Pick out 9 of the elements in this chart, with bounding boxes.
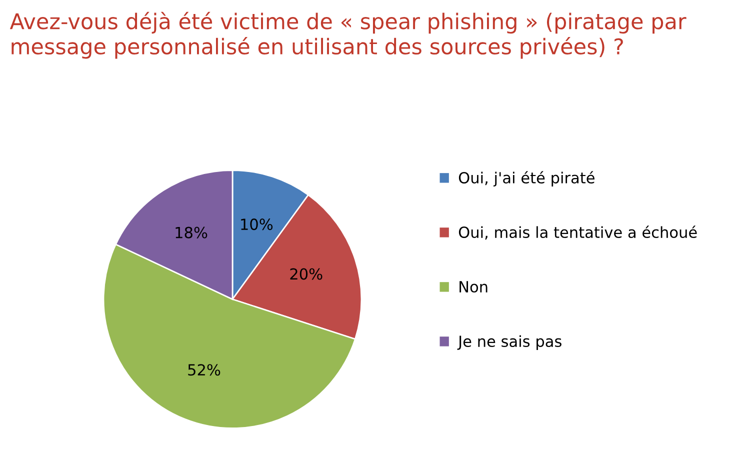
legend-label: Je ne sais pas [457, 335, 562, 350]
legend-label: Oui, mais la tentative a échoué [458, 226, 697, 240]
legend-label: Oui, j'ai été piraté [458, 171, 594, 186]
data-label: 18% [176, 226, 208, 238]
data-label: 20% [290, 268, 322, 280]
data-label: 52% [188, 364, 220, 376]
legend-label: Non [460, 281, 488, 293]
data-label: 10% [241, 218, 273, 230]
chart-title: Avez-vous déjà été victime de « spear phishing » (piratage par message personnalisé en utilisant des sources privées) ? [10, 12, 686, 59]
